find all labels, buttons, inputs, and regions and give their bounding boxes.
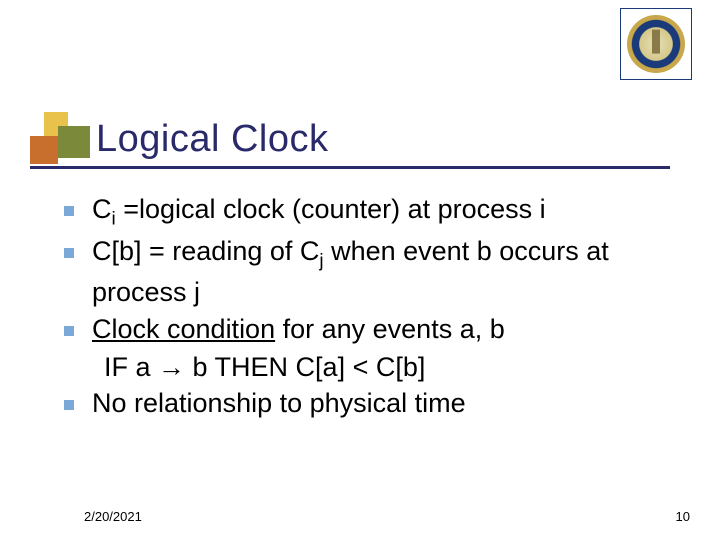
university-logo <box>620 8 692 80</box>
bullet-3-line2: IF a → b THEN C[a] < C[b] <box>104 350 680 386</box>
title-decor-squares <box>30 108 88 170</box>
decor-square-orange <box>30 136 58 164</box>
bullet-icon <box>64 326 74 336</box>
bullet-item-4: No relationship to physical time <box>64 386 680 422</box>
bullet-text-2: C[b] = reading of Cj when event b occurs… <box>92 234 680 310</box>
bullet-icon <box>64 248 74 258</box>
logo-tower <box>652 30 660 54</box>
footer-page-number: 10 <box>676 509 690 524</box>
slide-title-block: Logical Clock <box>30 108 329 170</box>
slide-content: Ci =logical clock (counter) at process i… <box>64 192 680 423</box>
bullet-item-2: C[b] = reading of Cj when event b occurs… <box>64 234 680 310</box>
slide-title: Logical Clock <box>96 118 329 161</box>
footer-date: 2/20/2021 <box>84 509 142 524</box>
bullet-icon <box>64 400 74 410</box>
bullet-text-3: Clock condition for any events a, b <box>92 312 505 348</box>
bullet-icon <box>64 206 74 216</box>
decor-square-olive <box>58 126 90 158</box>
bullet-text-4: No relationship to physical time <box>92 386 466 422</box>
title-underline <box>30 166 670 169</box>
bullet-text-1: Ci =logical clock (counter) at process i <box>92 192 546 232</box>
logo-seal <box>627 15 685 73</box>
bullet-item-1: Ci =logical clock (counter) at process i <box>64 192 680 232</box>
bullet-item-3: Clock condition for any events a, b <box>64 312 680 348</box>
